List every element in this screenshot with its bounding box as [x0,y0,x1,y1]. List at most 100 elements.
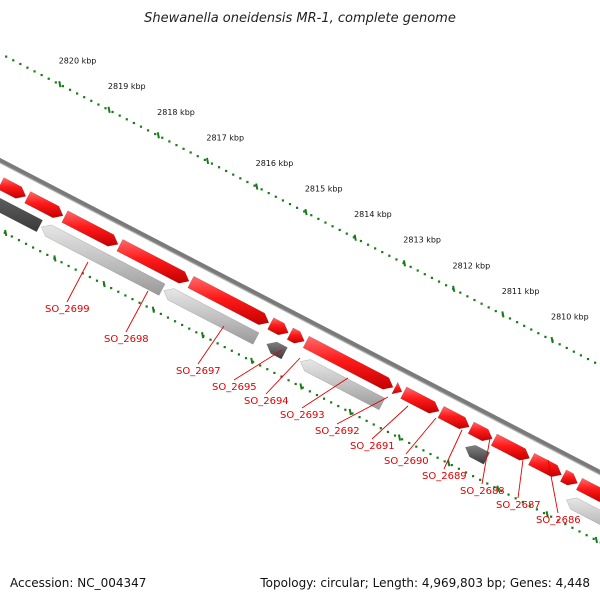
inner-major-tick [299,383,303,390]
leader-line [405,417,437,455]
scale-dot [189,151,192,154]
scale-dot [423,273,426,276]
gene-label: SO_2693 [280,410,325,421]
inner-scale-dot [500,489,503,493]
scale-dot [352,236,355,239]
inner-scale-dot [173,320,177,323]
inner-major-tick [250,357,254,365]
gene-label: SO_2690 [384,456,429,467]
scale-dot [168,140,171,143]
inner-major-tick [545,511,549,518]
genome-summary-text: Topology: circular; Length: 4,969,803 bp… [259,576,590,590]
inner-scale-dot [322,397,326,400]
forward-gene-arrow [0,177,27,199]
inner-scale-dot [110,286,113,290]
scale-dot [345,232,348,235]
scale-dot [182,147,185,150]
scale-dot [523,324,526,327]
scale-dot [281,199,284,202]
scale-dot [310,214,313,217]
forward-gene-arrow [61,210,119,247]
inner-scale-dot [131,298,134,301]
scale-dots [5,55,600,364]
scale-dot [515,321,519,324]
inner-scale-dot [344,408,347,411]
scale-dot [125,118,128,121]
forward-gene-arrow [467,421,493,442]
inner-scale-dot [393,434,397,437]
inner-scale-dot [230,349,233,352]
leader-line [125,290,149,333]
inner-scale-dot [528,504,531,507]
inner-scale-dot [486,482,489,485]
scale-dot [437,280,441,283]
scale-dot [317,217,320,220]
scale-dot [111,110,114,114]
inner-major-tick [4,229,8,237]
scale-dot [47,77,50,80]
inner-scale-dot [535,508,539,511]
genome-backbone [0,157,600,476]
scale-dot [331,225,334,228]
scale-dot [104,107,107,110]
scale-dot [558,343,561,346]
inner-scale-dot [181,323,184,327]
scale-dot [359,239,363,243]
forward-gene-arrow [490,433,530,461]
scale-dot [274,195,277,198]
scale-dot [139,125,143,128]
inner-scale-dot [464,471,468,474]
scale-dot [338,228,341,232]
inner-major-tick [102,280,106,288]
scale-dot [26,66,29,69]
scale-major-tick [353,234,357,241]
scale-dot [466,295,469,298]
scale-dot [586,357,590,361]
inner-scale-dot [479,478,482,481]
inner-scale-dot [386,430,390,434]
gene-features [0,177,600,525]
inner-scale-dot [159,312,162,315]
scale-dot [19,62,22,66]
inner-major-tick [348,408,352,416]
scale-dot [210,162,214,165]
inner-scale-dot [39,250,42,253]
scale-dot [459,291,462,294]
inner-scale-dot [578,530,581,533]
scale-dot [97,103,100,106]
inner-scale-dot [195,331,198,334]
scale-dot [537,332,540,335]
inner-scale-dot [337,404,340,408]
gene-label: SO_2697 [176,366,221,377]
scale-dot [381,250,384,254]
forward-gene-arrow [575,477,600,502]
inner-scale-dot [471,475,475,478]
leader-line [301,377,349,409]
inner-scale-dot [88,275,91,279]
scale-dot [508,317,512,320]
scale-dot [267,191,270,195]
inner-scale-dot [379,427,382,430]
scale-label: 2811 kbp [502,287,540,296]
accession-text: Accession: NC_004347 [10,576,146,590]
gene-label: SO_2694 [244,396,289,407]
inner-scale-dot [514,497,517,500]
scale-major-tick [550,336,554,344]
scale-label: 2816 kbp [256,159,294,168]
inner-major-tick [151,306,155,313]
forward-gene-arrow [400,386,440,414]
inner-scale-dot [422,449,425,452]
inner-scale-dot [74,268,77,271]
inner-scale-dot [429,452,432,456]
inner-scale-dot [564,523,567,526]
leader-line [265,357,301,395]
inner-scale-dot [436,456,439,459]
inner-scale-dot [301,386,304,389]
scale-dot [530,328,533,331]
scale-dot [33,70,36,73]
scale-dot [217,166,221,169]
inner-scale-dot [209,338,212,341]
backbone-strand [0,162,600,476]
forward-gene-arrow [267,317,289,336]
scale-dot [480,302,483,305]
